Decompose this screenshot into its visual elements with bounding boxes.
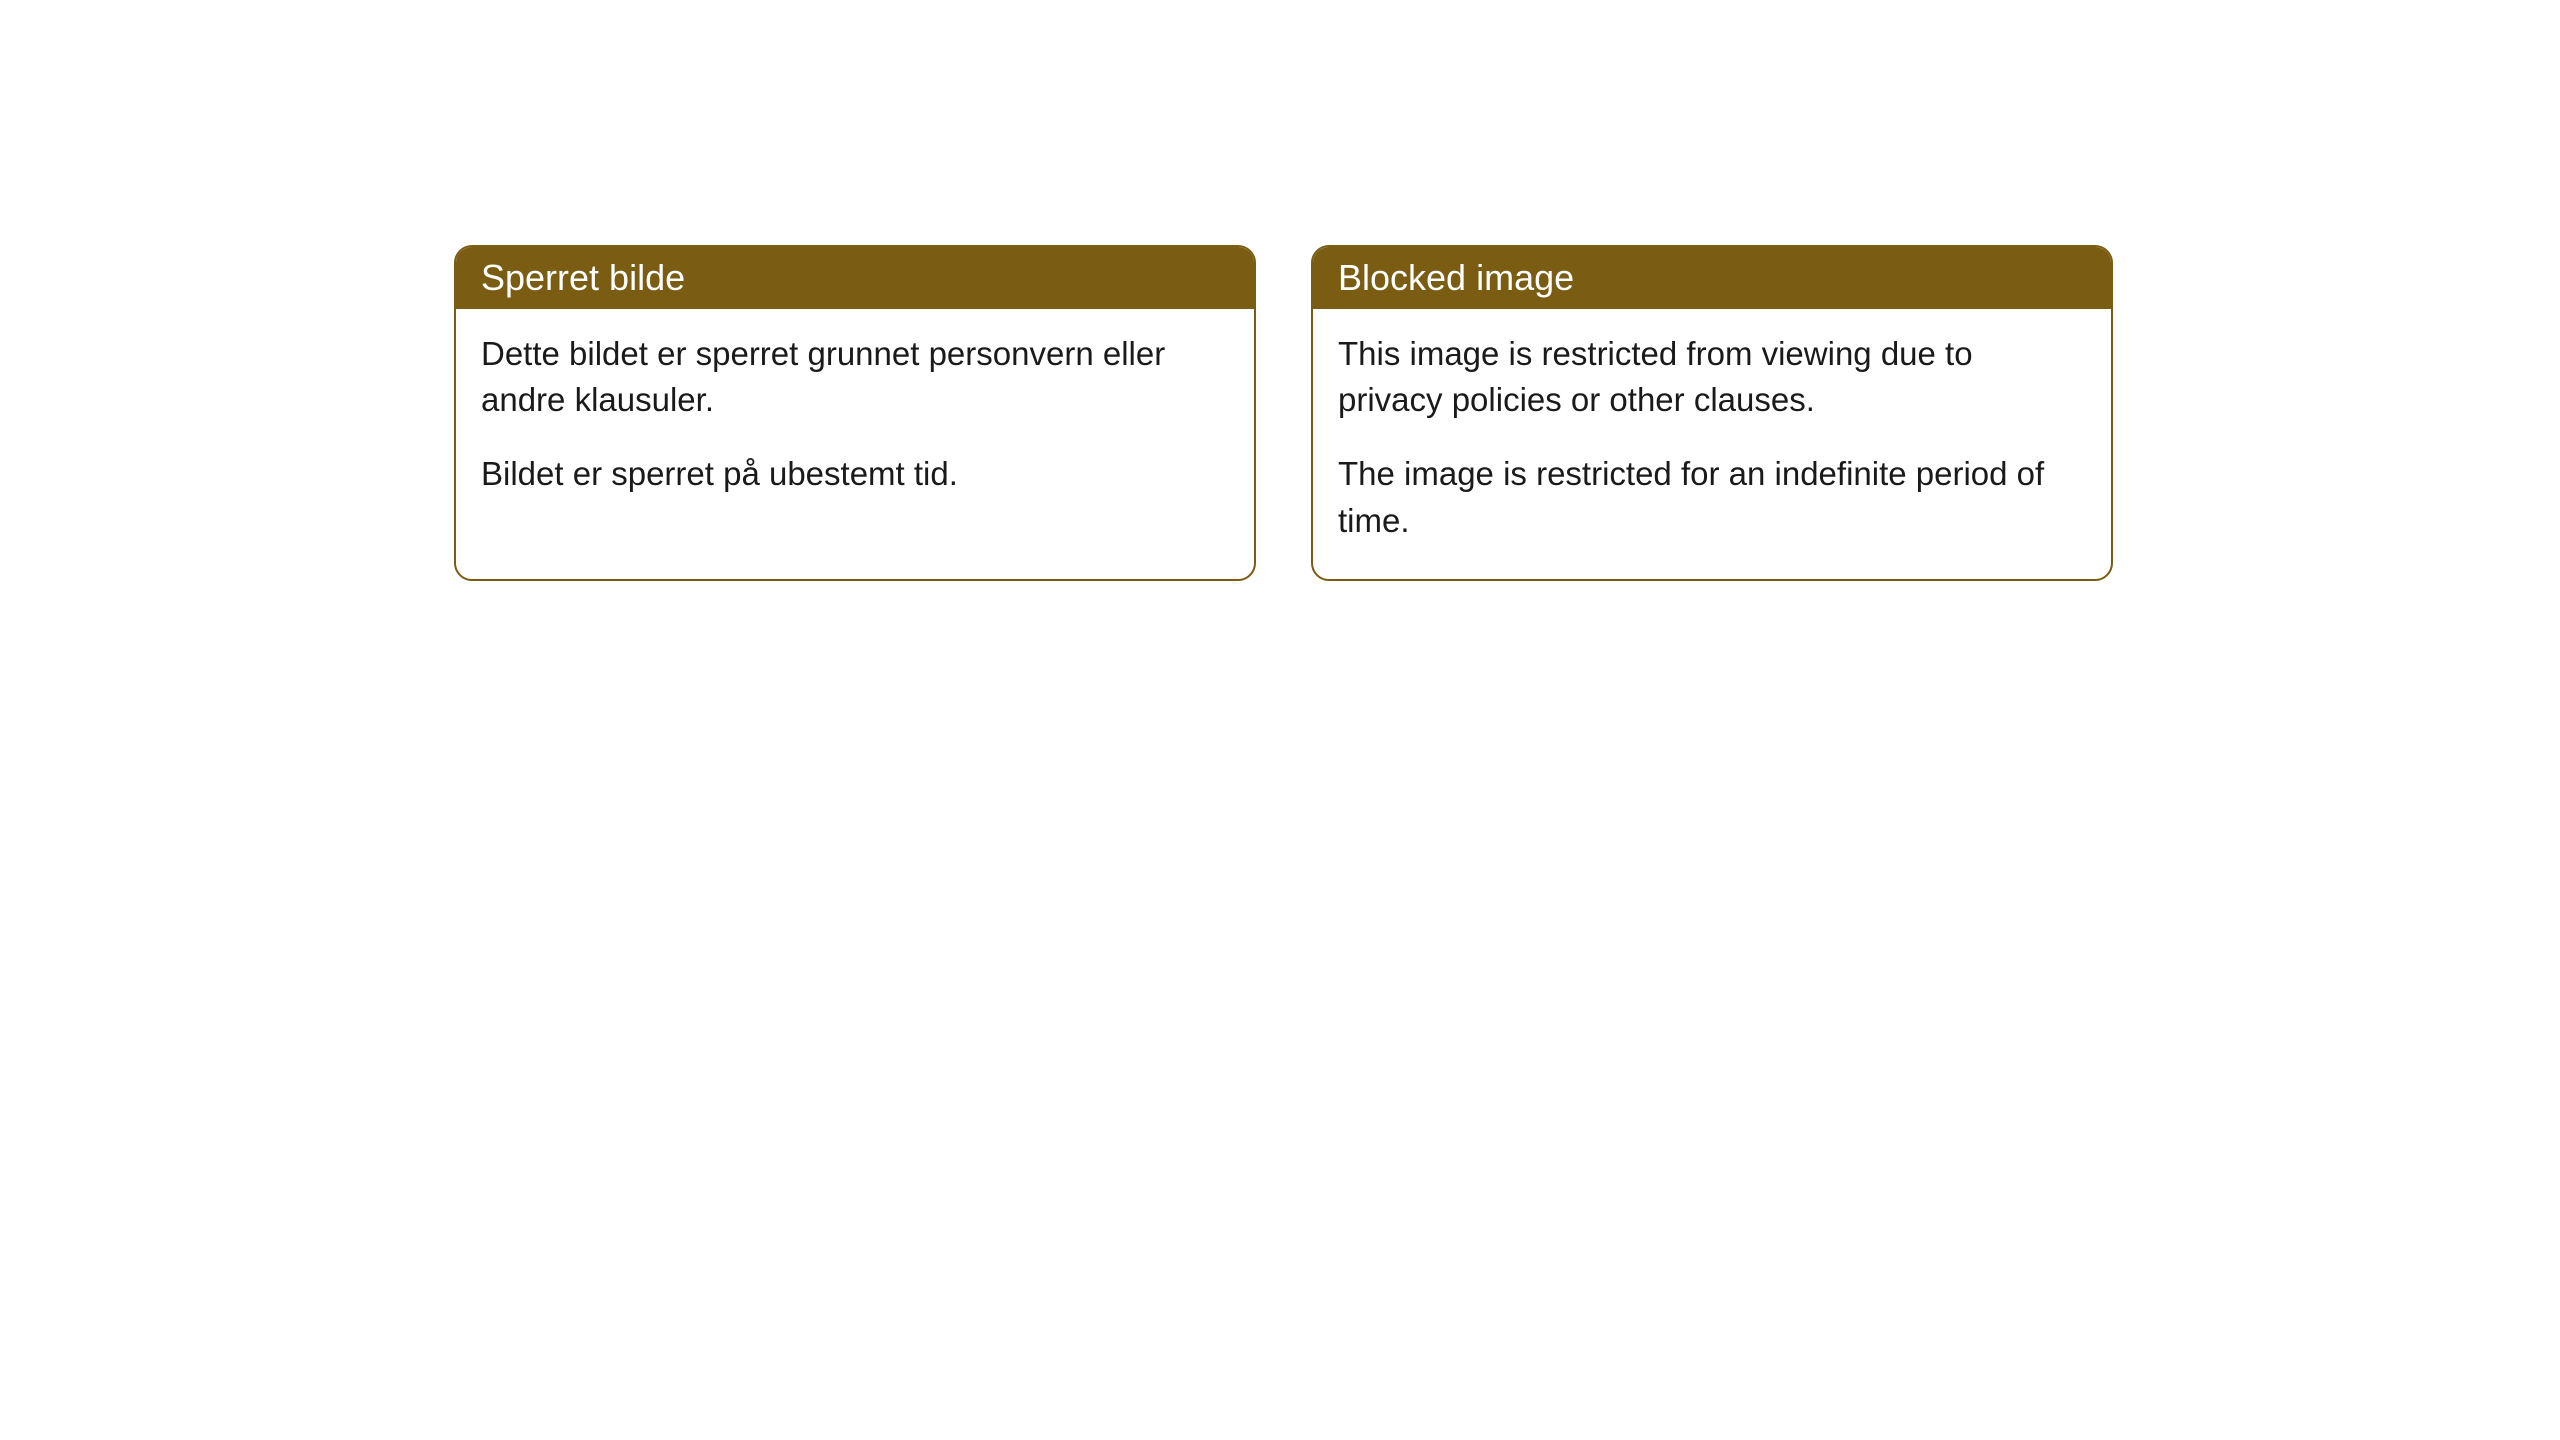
cards-container: Sperret bilde Dette bildet er sperret gr… — [0, 0, 2560, 581]
card-title: Sperret bilde — [481, 257, 685, 298]
card-body: This image is restricted from viewing du… — [1313, 309, 2111, 579]
card-header: Sperret bilde — [456, 247, 1254, 309]
card-paragraph: Bildet er sperret på ubestemt tid. — [481, 451, 1229, 497]
blocked-image-card-norwegian: Sperret bilde Dette bildet er sperret gr… — [454, 245, 1256, 581]
card-header: Blocked image — [1313, 247, 2111, 309]
card-paragraph: Dette bildet er sperret grunnet personve… — [481, 331, 1229, 423]
card-title: Blocked image — [1338, 257, 1574, 298]
blocked-image-card-english: Blocked image This image is restricted f… — [1311, 245, 2113, 581]
card-paragraph: This image is restricted from viewing du… — [1338, 331, 2086, 423]
card-paragraph: The image is restricted for an indefinit… — [1338, 451, 2086, 543]
card-body: Dette bildet er sperret grunnet personve… — [456, 309, 1254, 533]
